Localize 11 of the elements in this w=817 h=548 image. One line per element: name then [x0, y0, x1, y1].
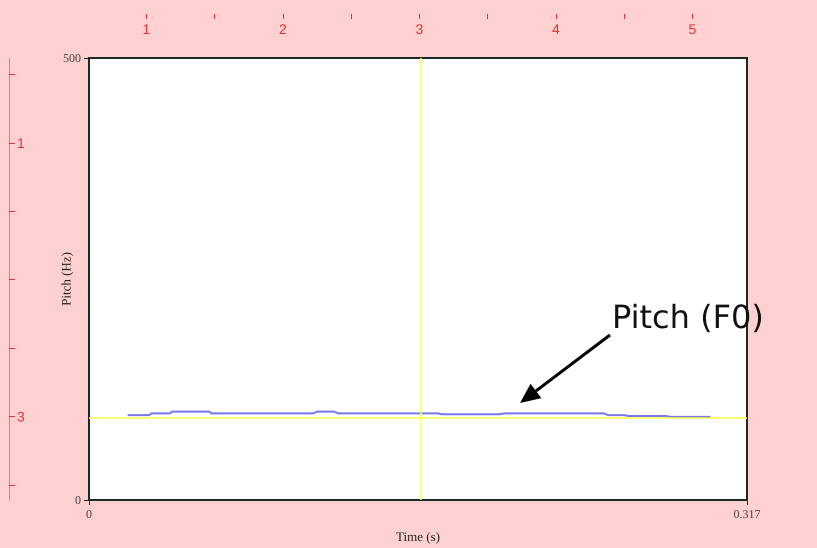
- y-tick-label: 500: [63, 51, 81, 65]
- y2-tick-label: 3: [17, 408, 25, 425]
- x2-tick-label: 1: [142, 21, 150, 37]
- x2-tick-label: 3: [415, 21, 424, 37]
- x-tick-label: 0.317: [734, 507, 760, 521]
- y-axis-title: Pitch (Hz): [58, 252, 74, 306]
- x-axis-title: Time (s): [396, 529, 440, 544]
- x2-tick-label: 4: [552, 21, 560, 37]
- y2-tick-label: 1: [17, 134, 25, 151]
- x2-tick-label: 2: [278, 21, 287, 37]
- x2-tick-label: 5: [688, 21, 696, 37]
